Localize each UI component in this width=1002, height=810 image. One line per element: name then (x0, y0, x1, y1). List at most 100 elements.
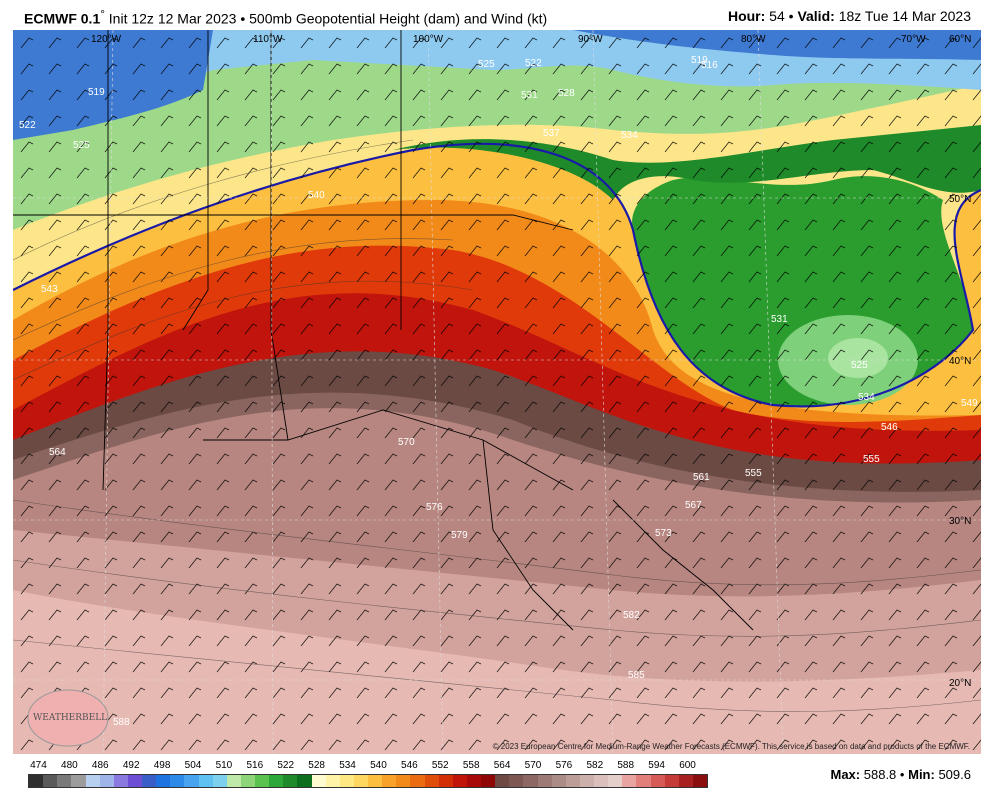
legend-swatch (240, 775, 255, 787)
contour-label: 561 (693, 472, 710, 483)
legend-swatch (29, 775, 44, 787)
contour-label: 522 (19, 120, 36, 131)
legend-swatch (43, 775, 58, 787)
title-bullet: • (240, 10, 246, 27)
legend-label: 552 (431, 760, 449, 771)
legend-swatch (509, 775, 524, 787)
legend-swatch (170, 775, 185, 787)
contour-label: 540 (308, 190, 325, 201)
contour-label: 519 (88, 87, 105, 98)
contour-label: 555 (745, 468, 762, 479)
contour-label: 528 (558, 88, 575, 99)
max-label: Max: (830, 767, 861, 782)
contour-label: 588 (113, 717, 130, 728)
lon-label: 100°W (413, 34, 444, 45)
legend-label: 480 (61, 760, 78, 771)
legend-swatch (127, 775, 142, 787)
legend-swatch (452, 775, 467, 787)
legend-swatch (283, 775, 298, 787)
contour-label: 579 (451, 530, 468, 541)
product-name: 500mb Geopotential Height (dam) and Wind… (249, 10, 548, 27)
lon-label: 90°W (578, 34, 603, 45)
lat-label: 20°N (949, 678, 971, 689)
contour-label: 576 (426, 502, 443, 513)
copyright-notice: © 2023 European Centre for Medium-Range … (492, 742, 970, 751)
legend-label: 498 (153, 760, 171, 771)
lat-label: 50°N (949, 194, 971, 205)
legend-label: 600 (679, 760, 696, 771)
max-min-readout: Max: 588.8 • Min: 509.6 (831, 767, 972, 782)
political-borders (13, 30, 754, 631)
max-value: 588.8 (863, 767, 897, 782)
legend-swatch (99, 775, 114, 787)
legend-swatch (339, 775, 354, 787)
legend-bar (28, 774, 708, 788)
weather-map: WEATHERBELL 120°W 110°W 100°W 90°W 80°W … (13, 30, 981, 754)
legend-swatch (71, 775, 86, 787)
valid-label: Valid: (797, 8, 835, 24)
legend-swatch (438, 775, 453, 787)
contour-label: 525 (73, 140, 90, 151)
contour-label: 534 (621, 130, 638, 141)
legend-swatch (269, 775, 284, 787)
contour-label: 516 (701, 60, 718, 71)
legend-swatch (226, 775, 241, 787)
legend-swatch (551, 775, 566, 787)
legend-swatch (594, 775, 609, 787)
legend-label: 504 (184, 760, 202, 771)
valid-bullet: • (788, 8, 794, 24)
legend-swatch (368, 775, 383, 787)
lon-label: 120°W (91, 34, 122, 45)
map-svg: WEATHERBELL 120°W 110°W 100°W 90°W 80°W … (13, 30, 981, 754)
legend-swatch (523, 775, 538, 787)
contour-label: 567 (685, 500, 702, 511)
legend-swatch (353, 775, 368, 787)
header-bar: ECMWF 0.1° Init 12z 12 Mar 2023 • 500mb … (0, 0, 1002, 30)
legend-swatch (184, 775, 199, 787)
contour-label: 537 (543, 128, 560, 139)
legend-label: 564 (493, 760, 511, 771)
legend-swatch (622, 775, 637, 787)
legend-swatch (156, 775, 171, 787)
legend-swatch (113, 775, 128, 787)
init-time: Init 12z 12 Mar 2023 (108, 10, 237, 27)
lon-label: 70°W (901, 34, 926, 45)
model-name: ECMWF 0.1 (24, 10, 101, 27)
degree-symbol: ° (100, 8, 105, 21)
legend-swatch (481, 775, 496, 787)
logo-text: WEATHERBELL (33, 713, 107, 723)
legend-label: 474 (30, 760, 47, 771)
legend-swatch (325, 775, 340, 787)
lon-label: 80°W (741, 34, 766, 45)
legend-swatch (212, 775, 227, 787)
legend-label: 594 (648, 760, 665, 771)
contour-label: 531 (521, 90, 538, 101)
contour-label: 570 (398, 437, 415, 448)
max-min-bullet: • (899, 767, 905, 782)
min-value: 509.6 (938, 767, 971, 782)
lat-label: 30°N (949, 516, 971, 527)
lat-label: 40°N (949, 356, 971, 367)
min-label: Min: (908, 767, 935, 782)
legend-swatch (410, 775, 425, 787)
contour-label: 531 (771, 314, 788, 325)
legend-swatch (311, 775, 326, 787)
legend-swatch (255, 775, 270, 787)
chart-title: ECMWF 0.1° Init 12z 12 Mar 2023 • 500mb … (24, 8, 547, 27)
contour-label: 555 (863, 454, 880, 465)
legend-label: 582 (586, 760, 604, 771)
contour-label: 549 (961, 398, 978, 409)
legend-swatch (198, 775, 213, 787)
color-legend: 474 480 486 492 498 504 510 516 522 528 534 540 546 5… (28, 760, 708, 790)
lon-label: 110°W (253, 34, 283, 45)
contour-lines (13, 139, 981, 712)
valid-value: 18z Tue 14 Mar 2023 (838, 8, 971, 24)
legend-label: 510 (215, 760, 233, 771)
legend-labels: 474 480 486 492 498 504 510 516 522 528 534 540 546 5… (28, 760, 708, 774)
legend-swatch (537, 775, 552, 787)
legend-swatch (466, 775, 481, 787)
contour-label: 522 (525, 58, 542, 69)
legend-swatch (297, 775, 312, 787)
legend-swatch (579, 775, 594, 787)
legend-swatch (142, 775, 157, 787)
